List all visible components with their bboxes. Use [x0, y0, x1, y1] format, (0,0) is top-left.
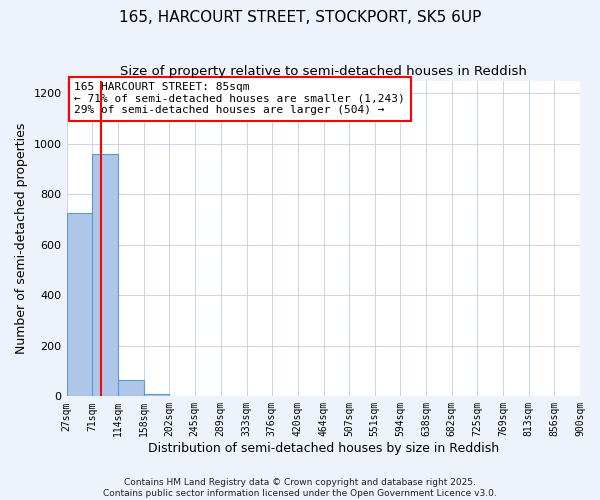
Bar	[118, 380, 143, 396]
Text: 165 HARCOURT STREET: 85sqm
← 71% of semi-detached houses are smaller (1,243)
29%: 165 HARCOURT STREET: 85sqm ← 71% of semi…	[74, 82, 405, 116]
Text: 165, HARCOURT STREET, STOCKPORT, SK5 6UP: 165, HARCOURT STREET, STOCKPORT, SK5 6UP	[119, 10, 481, 25]
Title: Size of property relative to semi-detached houses in Reddish: Size of property relative to semi-detach…	[120, 65, 527, 78]
Bar	[92, 154, 118, 396]
Bar	[67, 212, 92, 396]
X-axis label: Distribution of semi-detached houses by size in Reddish: Distribution of semi-detached houses by …	[148, 442, 499, 455]
Y-axis label: Number of semi-detached properties: Number of semi-detached properties	[15, 123, 28, 354]
Text: Contains HM Land Registry data © Crown copyright and database right 2025.
Contai: Contains HM Land Registry data © Crown c…	[103, 478, 497, 498]
Bar	[143, 394, 169, 396]
